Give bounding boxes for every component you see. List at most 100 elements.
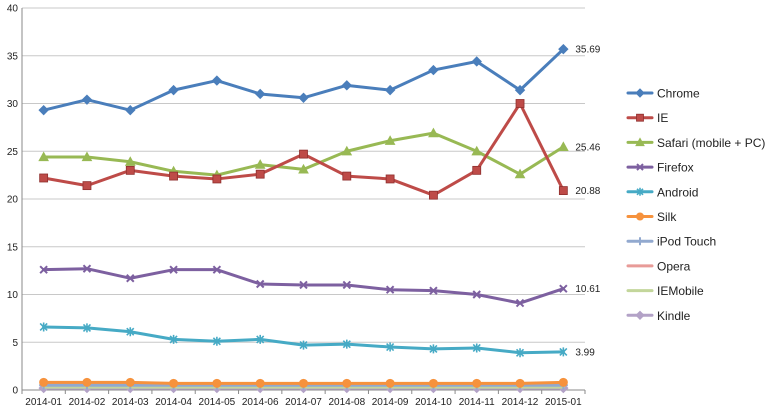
legend-label: Opera: [657, 259, 691, 273]
data-point-firefox: [342, 280, 352, 290]
data-point-safari-mobile-pc: [557, 141, 569, 151]
data-point-safari-mobile-pc: [298, 163, 309, 174]
y-tick-label: 10: [7, 290, 19, 301]
data-point-chrome: [168, 84, 179, 96]
data-label-android: 3.99: [575, 347, 595, 358]
x-tick-label: 2015-01: [545, 397, 582, 408]
legend-item-safari-mobile-pc: Safari (mobile + PC): [626, 136, 765, 150]
data-point-chrome: [81, 94, 93, 105]
series-silk: [39, 377, 568, 388]
data-label-firefox: 10.61: [575, 284, 600, 295]
data-point-chrome: [471, 56, 482, 67]
data-point-android: [126, 327, 135, 337]
x-tick-label: 2014-01: [25, 397, 62, 408]
data-point-android: [559, 347, 568, 357]
data-point-chrome: [125, 104, 136, 116]
legend-label: Safari (mobile + PC): [657, 136, 765, 150]
data-point-safari-mobile-pc: [341, 145, 353, 156]
data-point-chrome: [558, 43, 569, 55]
data-point-android: [82, 323, 92, 333]
axes: 0 5 10 15 20 25 30 35 40 2014-01 2014-02 2014-03 201…: [7, 4, 586, 408]
series-android: [39, 322, 568, 358]
legend-label: Firefox: [657, 161, 694, 175]
data-label-safari-mobile-pc: 25.46: [575, 142, 600, 153]
data-point-silk: [558, 377, 568, 387]
data-point-silk: [342, 378, 352, 388]
legend-item-ipod-touch: iPod Touch: [626, 235, 716, 249]
data-point-chrome: [254, 88, 266, 100]
data-point-chrome: [341, 80, 353, 91]
data-point-chrome: [38, 104, 49, 116]
x-tick-label: 2014-08: [328, 397, 365, 408]
y-tick-label: 40: [7, 4, 19, 15]
data-point-ie: [125, 165, 135, 175]
data-point-safari-mobile-pc: [38, 151, 50, 162]
data-point-android: [342, 339, 351, 349]
legend-item-android: Android: [626, 185, 698, 199]
data-point-safari-mobile-pc: [81, 151, 93, 162]
data-point-ie: [299, 149, 308, 159]
data-point-firefox: [82, 264, 92, 273]
data-point-android: [169, 334, 178, 344]
data-point-silk: [125, 377, 135, 387]
y-tick-label: 20: [7, 195, 19, 206]
legend-marker: [635, 88, 645, 98]
data-point-ie: [429, 190, 438, 200]
data-point-silk: [385, 378, 395, 388]
legend-marker: [635, 310, 645, 321]
legend-label: Android: [657, 185, 698, 199]
legend-label: Silk: [657, 210, 677, 224]
y-tick-label: 15: [7, 242, 19, 253]
y-tick-label: 25: [7, 147, 19, 158]
gridlines: [22, 7, 585, 343]
legend-marker: [636, 113, 644, 122]
data-point-firefox: [429, 286, 438, 295]
x-tick-label: 2014-03: [112, 397, 149, 408]
data-point-firefox: [126, 274, 135, 283]
data-point-firefox: [299, 280, 308, 290]
legend-label: IE: [657, 111, 668, 125]
series-firefox: [39, 264, 568, 308]
data-point-safari-mobile-pc: [124, 156, 136, 166]
data-point-silk: [472, 378, 482, 388]
data-point-android: [515, 348, 525, 358]
data-point-chrome: [298, 92, 309, 103]
legend-marker: [635, 137, 645, 147]
data-point-firefox: [255, 279, 265, 289]
data-point-safari-mobile-pc: [384, 135, 396, 145]
y-tick-label: 30: [7, 99, 19, 110]
data-point-android: [39, 322, 48, 332]
y-tick-label: 5: [12, 338, 18, 349]
x-tick-label: 2014-02: [69, 397, 106, 408]
legend-item-kindle: Kindle: [626, 309, 691, 323]
data-point-chrome: [384, 84, 396, 96]
end-labels: 3.99 10.61 25.46 20.88 35.69: [575, 45, 600, 359]
data-point-firefox: [559, 284, 568, 293]
legend-label: Kindle: [657, 309, 691, 323]
data-point-android: [256, 334, 265, 344]
x-tick-label: 2014-09: [372, 397, 409, 408]
legend: Chrome IE Safari (mobile + PC) Firefox Andro…: [626, 87, 765, 323]
series-ie: [39, 99, 568, 200]
data-label-ie: 20.88: [575, 186, 600, 197]
data-point-ie: [169, 171, 178, 181]
data-point-ie: [385, 174, 395, 184]
series-layer: [38, 43, 569, 394]
data-point-safari-mobile-pc: [471, 145, 483, 156]
series-chrome: [38, 43, 569, 116]
data-point-android: [386, 342, 395, 352]
data-point-firefox: [212, 265, 222, 274]
data-point-ie: [558, 186, 568, 195]
legend-label: iPod Touch: [657, 235, 716, 249]
legend-item-silk: Silk: [626, 210, 677, 224]
y-tick-label: 0: [12, 386, 18, 397]
data-point-silk: [39, 377, 49, 387]
legend-item-firefox: Firefox: [626, 161, 694, 175]
data-point-ie: [472, 165, 482, 175]
data-point-firefox: [472, 290, 481, 299]
data-point-firefox: [169, 265, 178, 274]
x-tick-label: 2014-11: [459, 397, 495, 408]
series-line-ie: [42, 102, 565, 197]
